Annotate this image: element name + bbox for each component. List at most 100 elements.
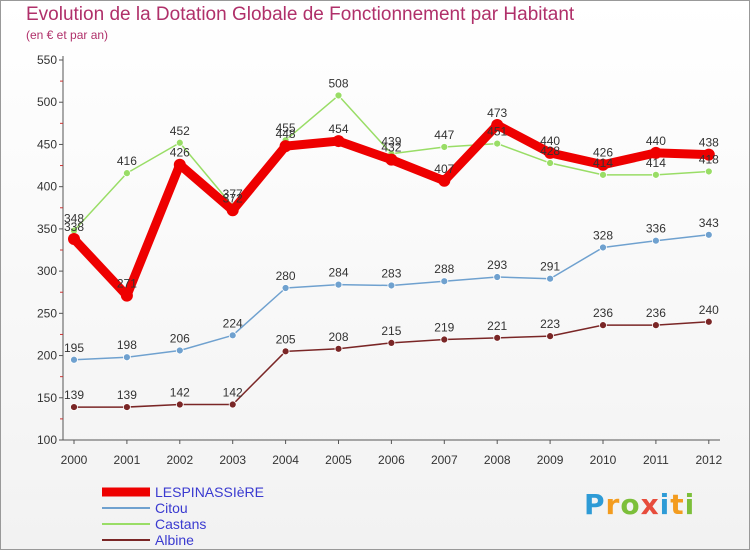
- data-label: 236: [593, 306, 613, 320]
- data-point: [334, 91, 343, 100]
- data-point: [70, 403, 78, 411]
- data-label: 508: [328, 76, 348, 90]
- data-label: 224: [223, 316, 243, 330]
- y-tick-label: 300: [37, 264, 57, 278]
- logo-letter: r: [605, 488, 621, 521]
- x-tick-label: 2004: [272, 453, 299, 467]
- data-point: [652, 170, 660, 179]
- data-point: [226, 204, 239, 217]
- data-label: 284: [328, 266, 348, 280]
- data-label: 293: [487, 258, 507, 272]
- data-point: [175, 400, 184, 409]
- data-label: 215: [381, 324, 401, 338]
- data-point: [228, 400, 237, 409]
- data-label: 414: [593, 156, 613, 170]
- data-point: [120, 289, 133, 302]
- data-point: [493, 333, 502, 342]
- series-citou: [70, 230, 713, 364]
- x-tick-label: 2000: [61, 453, 88, 467]
- y-tick-label: 450: [37, 137, 57, 151]
- data-label: 271: [117, 277, 137, 291]
- data-label: 348: [64, 212, 84, 226]
- data-point: [332, 135, 345, 148]
- data-label: 139: [117, 388, 137, 402]
- y-tick-label: 250: [37, 306, 57, 320]
- data-label: 280: [276, 269, 296, 283]
- y-tick-label: 550: [37, 53, 57, 67]
- data-label: 377: [223, 187, 243, 201]
- data-point: [175, 346, 184, 355]
- data-point: [123, 403, 131, 411]
- data-point: [387, 281, 396, 290]
- data-point: [68, 233, 80, 246]
- data-point: [438, 174, 451, 187]
- data-point: [334, 280, 343, 289]
- data-point: [385, 153, 398, 166]
- data-label: 142: [223, 386, 243, 400]
- data-label: 440: [646, 134, 666, 148]
- data-point: [544, 146, 557, 159]
- chart-title: Evolution de la Dotation Globale de Fonc…: [26, 4, 575, 25]
- data-label: 426: [170, 146, 190, 160]
- data-label: 414: [646, 156, 666, 170]
- data-label: 343: [699, 216, 719, 230]
- data-label: 439: [381, 135, 401, 149]
- data-label: 418: [699, 152, 719, 166]
- series-lespinassière: [68, 119, 715, 302]
- x-tick-label: 2011: [643, 453, 669, 467]
- x-tick-label: 2005: [325, 453, 352, 467]
- data-point: [652, 236, 660, 245]
- logo-letter: i: [684, 488, 696, 521]
- data-label: 205: [276, 332, 296, 346]
- data-label: 428: [540, 144, 560, 158]
- data-label: 447: [434, 128, 454, 142]
- x-tick-label: 2002: [166, 453, 193, 467]
- y-tick-label: 400: [37, 180, 57, 194]
- data-label: 283: [381, 266, 401, 280]
- chart-subtitle: (en € et par an): [26, 28, 109, 42]
- legend-label: Albine: [155, 532, 194, 548]
- data-point: [704, 317, 713, 326]
- data-point: [546, 159, 554, 167]
- data-point: [491, 119, 504, 132]
- data-label: 223: [540, 317, 560, 331]
- series-albine: [70, 317, 713, 411]
- data-label: 142: [170, 386, 190, 400]
- data-label: 291: [540, 260, 560, 274]
- data-point: [70, 355, 78, 364]
- legend-label: Citou: [155, 500, 188, 516]
- data-label: 452: [170, 124, 190, 138]
- legend-label: Castans: [155, 516, 206, 532]
- data-point: [440, 335, 449, 344]
- data-point: [652, 321, 660, 330]
- data-point: [123, 353, 131, 362]
- data-point: [704, 167, 713, 176]
- data-label: 336: [646, 222, 666, 236]
- x-tick-label: 2003: [219, 453, 246, 467]
- data-point: [597, 158, 609, 171]
- y-tick-label: 350: [37, 222, 57, 236]
- data-label: 208: [328, 330, 348, 344]
- data-label: 448: [276, 127, 296, 141]
- x-tick-label: 2007: [431, 453, 458, 467]
- data-label: 288: [434, 262, 454, 276]
- logo-letter: t: [670, 488, 685, 521]
- data-label: 206: [170, 331, 190, 345]
- data-label: 139: [64, 388, 84, 402]
- data-point: [649, 146, 662, 159]
- data-point: [546, 274, 554, 283]
- x-tick-label: 2001: [114, 453, 141, 467]
- y-tick-label: 200: [37, 349, 57, 363]
- proxiti-logo: Proxiti: [584, 488, 695, 521]
- x-tick-label: 2006: [378, 453, 405, 467]
- data-point: [228, 331, 237, 340]
- data-label: 372: [223, 191, 243, 205]
- data-label: 338: [64, 220, 84, 234]
- data-label: 440: [540, 134, 560, 148]
- data-point: [123, 169, 131, 178]
- data-label: 219: [434, 321, 454, 335]
- data-point: [599, 243, 607, 252]
- data-point: [173, 158, 186, 171]
